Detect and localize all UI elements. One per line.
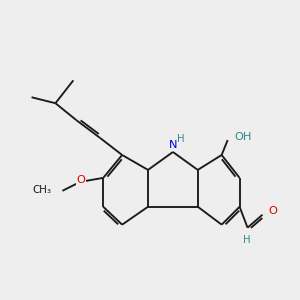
Text: H: H: [243, 235, 250, 245]
Text: CH₃: CH₃: [33, 185, 52, 195]
Text: H: H: [177, 134, 185, 144]
Text: O: O: [76, 175, 85, 185]
Text: O: O: [268, 206, 277, 216]
Text: OH: OH: [235, 132, 252, 142]
Text: N: N: [169, 140, 177, 150]
